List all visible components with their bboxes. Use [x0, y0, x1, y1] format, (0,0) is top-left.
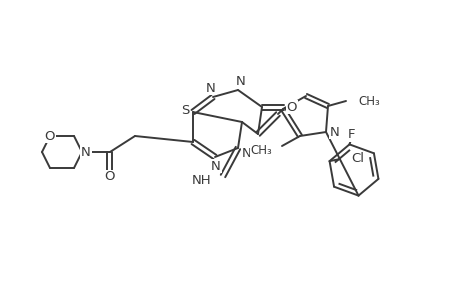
Text: S: S: [180, 103, 189, 116]
Text: Cl: Cl: [351, 152, 364, 165]
Text: O: O: [286, 100, 297, 113]
Text: O: O: [45, 130, 55, 142]
Text: CH₃: CH₃: [250, 143, 271, 157]
Text: N: N: [81, 146, 91, 158]
Text: O: O: [105, 170, 115, 184]
Text: N: N: [330, 125, 339, 139]
Text: NH: NH: [191, 175, 211, 188]
Text: CH₃: CH₃: [357, 94, 379, 107]
Text: N: N: [211, 160, 220, 172]
Text: F: F: [347, 128, 354, 141]
Text: N: N: [241, 146, 252, 160]
Text: N: N: [235, 74, 246, 88]
Text: N: N: [206, 82, 215, 94]
